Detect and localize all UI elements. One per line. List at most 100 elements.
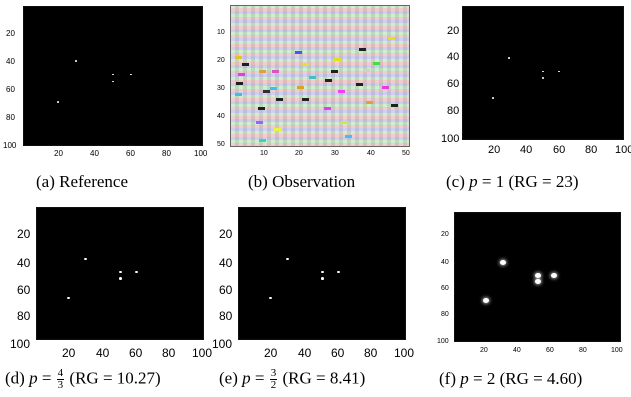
ytick: 30: [217, 85, 225, 92]
xtick: 100: [615, 144, 631, 156]
bright-spot: [112, 73, 114, 76]
noise-mark: [263, 90, 271, 93]
bright-spot: [269, 296, 273, 300]
caption-variable: p: [242, 368, 251, 388]
xtick: 30: [331, 150, 339, 157]
fraction-denominator: 2: [270, 379, 277, 391]
bright-spot: [56, 101, 59, 103]
ytick: 60: [17, 283, 31, 297]
caption-label: (a): [36, 172, 55, 191]
xtick: 100: [194, 149, 208, 158]
noise-mark: [270, 87, 278, 91]
caption-text: (RG = 10.27): [65, 368, 161, 388]
xtick: 60: [129, 346, 143, 360]
bright-spot: [129, 73, 132, 76]
xtick: 20: [54, 149, 63, 158]
xtick: 80: [364, 346, 378, 360]
noise-mark: [391, 104, 399, 107]
ytick: 20: [219, 227, 233, 241]
bright-spot: [492, 97, 495, 99]
bright-spot: [542, 70, 544, 73]
caption-label: (f): [439, 369, 456, 388]
caption-text: = 1 (RG = 23): [477, 172, 579, 191]
ytick: 10: [217, 29, 225, 36]
xtick: 20: [264, 346, 278, 360]
xtick: 60: [331, 346, 345, 360]
bright-spot: [483, 298, 490, 304]
caption-label: (e): [219, 368, 238, 388]
caption-a: (a) Reference: [36, 173, 128, 190]
fraction-numerator: 4: [56, 367, 65, 380]
xtick: 40: [298, 346, 312, 360]
noise-mark: [337, 90, 345, 93]
noise-mark: [323, 106, 331, 110]
noise-mark: [355, 83, 363, 86]
noise-mark: [275, 98, 283, 102]
fraction-denominator: 3: [57, 379, 64, 391]
ytick: 20: [6, 29, 15, 38]
bright-spot: [135, 270, 139, 274]
bright-spot: [83, 257, 87, 261]
caption-variable: p: [460, 369, 469, 388]
noise-mark: [234, 56, 242, 60]
noise-mark: [236, 81, 244, 85]
bright-spot: [558, 70, 560, 73]
xtick: 20: [62, 346, 76, 360]
ytick: 80: [441, 311, 449, 318]
xtick: 80: [579, 347, 587, 354]
caption-equals: =: [250, 368, 269, 388]
xtick: 60: [126, 149, 135, 158]
caption-label: (d): [5, 368, 25, 388]
caption-text: = 2 (RG = 4.60): [468, 369, 583, 388]
ytick: 60: [219, 283, 233, 297]
noise-mark: [359, 48, 367, 51]
xtick: 20: [488, 144, 501, 156]
xtick: 10: [260, 150, 268, 157]
xtick: 40: [367, 150, 375, 157]
ytick: 80: [6, 113, 15, 122]
caption-c: (c) p = 1 (RG = 23): [446, 173, 579, 190]
ytick: 40: [219, 256, 233, 270]
ytick: 60: [6, 85, 15, 94]
caption-text: Reference: [59, 172, 129, 191]
caption-label: (c): [446, 172, 465, 191]
xtick: 40: [513, 347, 521, 354]
xtick: 40: [96, 346, 110, 360]
ytick: 60: [441, 285, 449, 292]
xtick: 40: [90, 149, 99, 158]
bright-spot: [118, 277, 122, 280]
noise-mark: [295, 50, 303, 54]
ytick: 100: [3, 141, 17, 150]
image-plot-c: [462, 6, 624, 140]
bright-spot: [67, 296, 71, 300]
xtick: 20: [480, 347, 488, 354]
ytick: 100: [212, 337, 233, 351]
noise-mark: [259, 70, 267, 74]
xtick: 100: [192, 346, 213, 360]
noise-mark: [373, 62, 381, 65]
xtick: 40: [520, 144, 533, 156]
noise-mark: [271, 70, 279, 74]
ytick: 50: [217, 141, 225, 148]
bright-spot: [499, 259, 506, 265]
caption-equals: =: [37, 368, 56, 388]
ytick: 80: [447, 105, 460, 117]
ytick: 100: [10, 337, 31, 351]
noise-mark: [273, 127, 281, 131]
noise-mark: [296, 85, 304, 89]
bright-spot: [320, 270, 324, 274]
bright-spot: [337, 270, 341, 274]
noise-mark: [382, 85, 390, 89]
caption-variable: p: [29, 368, 38, 388]
caption-f: (f) p = 2 (RG = 4.60): [439, 370, 582, 387]
noise-mark: [387, 36, 395, 40]
noise-mark: [325, 78, 333, 82]
ytick: 80: [219, 309, 233, 323]
ytick: 40: [217, 113, 225, 120]
bright-spot: [542, 77, 544, 79]
bright-spot: [534, 272, 541, 278]
